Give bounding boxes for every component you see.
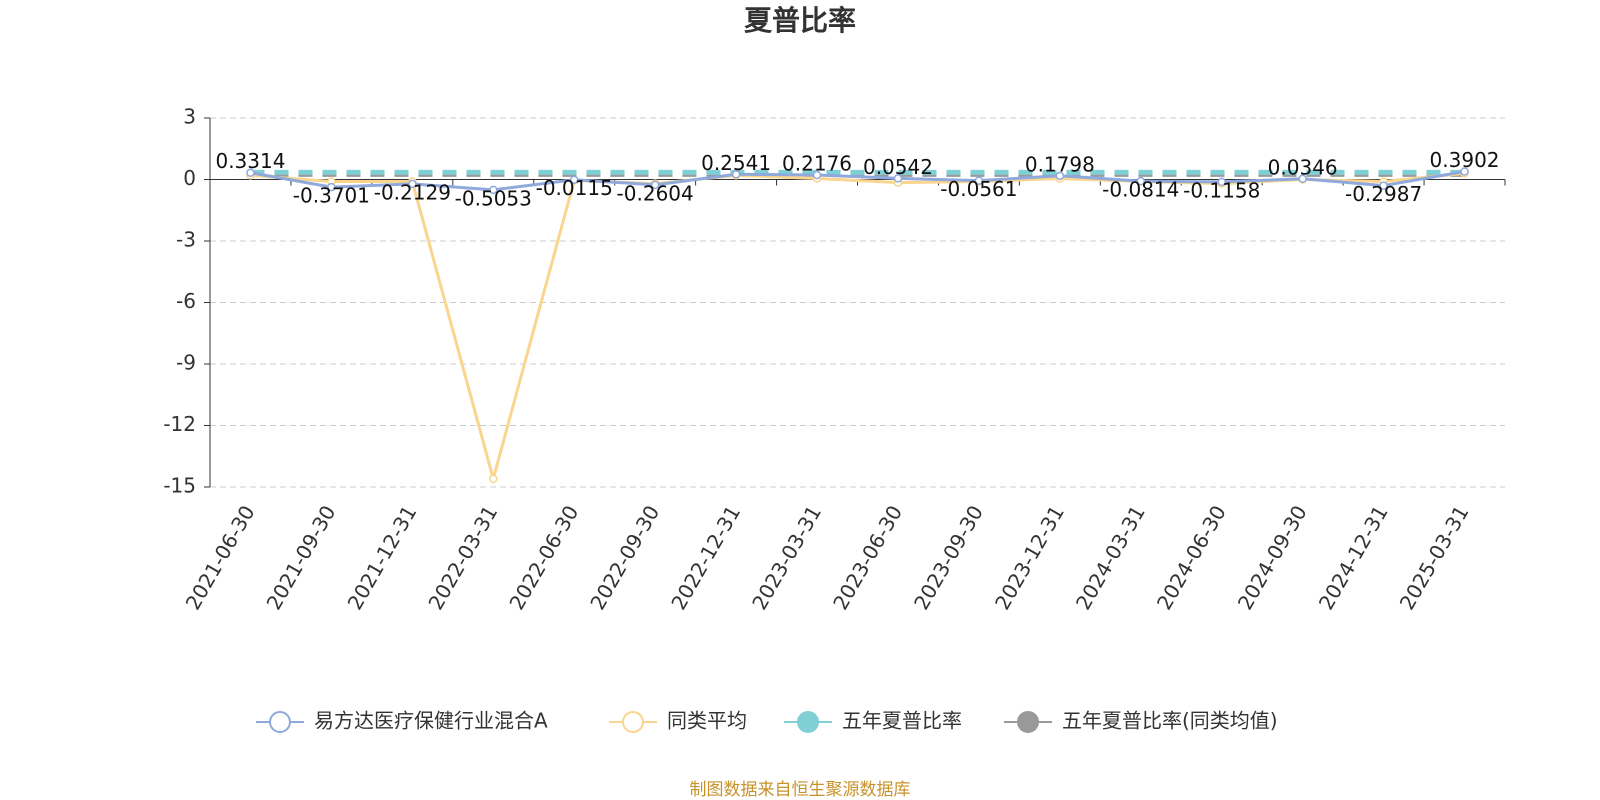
data-label: 0.0542: [863, 155, 933, 179]
point: [974, 176, 984, 185]
x-tick-label: 2021-12-31: [343, 501, 422, 614]
point: [1217, 177, 1226, 187]
point: [569, 175, 579, 184]
x-tick-label: 2024-12-31: [1314, 501, 1393, 614]
point: [1298, 174, 1307, 184]
x-tick-label: 2024-03-31: [1071, 501, 1150, 614]
data-label: -0.3701: [293, 184, 370, 208]
y-tick-label: -9: [176, 351, 196, 375]
x-tick-label: 2022-06-30: [504, 501, 583, 614]
legend-item[interactable]: 同类平均: [609, 709, 747, 733]
y-tick-label: -12: [163, 412, 196, 436]
data-label: -0.0814: [1102, 178, 1179, 202]
point: [731, 170, 741, 179]
data-label: 0.2541: [701, 151, 771, 175]
x-tick-label: 2023-09-30: [909, 501, 988, 614]
point: [408, 179, 417, 189]
point: [489, 185, 498, 195]
x-tick-label: 2025-03-31: [1395, 501, 1474, 614]
point: [1460, 167, 1469, 176]
legend-label: 易方达医疗保健行业混合A: [314, 709, 548, 733]
series-line: [250, 171, 1465, 485]
data-label: -0.0561: [940, 177, 1017, 201]
data-label: -0.5053: [455, 186, 532, 210]
data-label: 0.1798: [1025, 152, 1095, 176]
data-label: -0.2604: [617, 181, 694, 205]
point: [893, 174, 903, 183]
x-tick-label: 2021-09-30: [262, 501, 341, 614]
legend-item[interactable]: 易方达医疗保健行业混合A: [256, 709, 548, 733]
data-label: 0.3902: [1430, 148, 1500, 172]
legend-marker: [269, 711, 291, 733]
data-label: -0.2129: [374, 180, 451, 204]
x-tick-label: 2022-12-31: [666, 501, 745, 614]
y-tick-label: 0: [183, 166, 196, 190]
point: [327, 182, 336, 192]
x-tick-label: 2024-09-30: [1233, 501, 1312, 614]
series-line: [250, 170, 1465, 192]
x-tick-label: 2023-03-31: [747, 501, 826, 614]
point: [1055, 171, 1065, 181]
data-label: -0.0115: [536, 176, 613, 200]
legend-label: 同类平均: [667, 709, 747, 733]
legend-label: 五年夏普比率(同类均值): [1062, 709, 1278, 733]
point: [246, 168, 255, 177]
x-tick-label: 2022-09-30: [585, 501, 664, 614]
data-label: 0.2176: [782, 152, 852, 176]
data-label: 0.0346: [1268, 155, 1338, 179]
y-tick-label: -3: [176, 228, 196, 252]
point: [650, 180, 660, 190]
data-label: -0.2987: [1345, 182, 1422, 206]
x-tick-label: 2023-06-30: [828, 501, 907, 614]
data-label: 0.3314: [215, 149, 285, 173]
x-tick-label: 2021-06-30: [181, 501, 260, 614]
legend-marker: [1017, 711, 1039, 733]
point: [489, 474, 498, 484]
chart-title: 夏普比率: [744, 4, 856, 37]
y-tick-label: 3: [183, 105, 196, 129]
x-tick-label: 2024-06-30: [1152, 501, 1231, 614]
legend-label: 五年夏普比率: [842, 709, 962, 733]
legend-marker: [622, 711, 644, 733]
data-label: -0.1158: [1183, 178, 1260, 202]
point: [1379, 181, 1388, 190]
x-tick-label: 2023-12-31: [990, 501, 1069, 614]
point: [812, 170, 822, 180]
y-tick-label: -6: [176, 289, 196, 313]
x-tick-label: 2022-03-31: [423, 501, 502, 614]
source-note: 制图数据来自恒生聚源数据库: [690, 780, 911, 800]
legend-item[interactable]: 五年夏普比率(同类均值): [1004, 709, 1278, 733]
point: [1136, 176, 1146, 186]
y-tick-label: -15: [163, 474, 196, 498]
legend-item[interactable]: 五年夏普比率: [784, 709, 962, 733]
legend-marker: [797, 711, 819, 733]
